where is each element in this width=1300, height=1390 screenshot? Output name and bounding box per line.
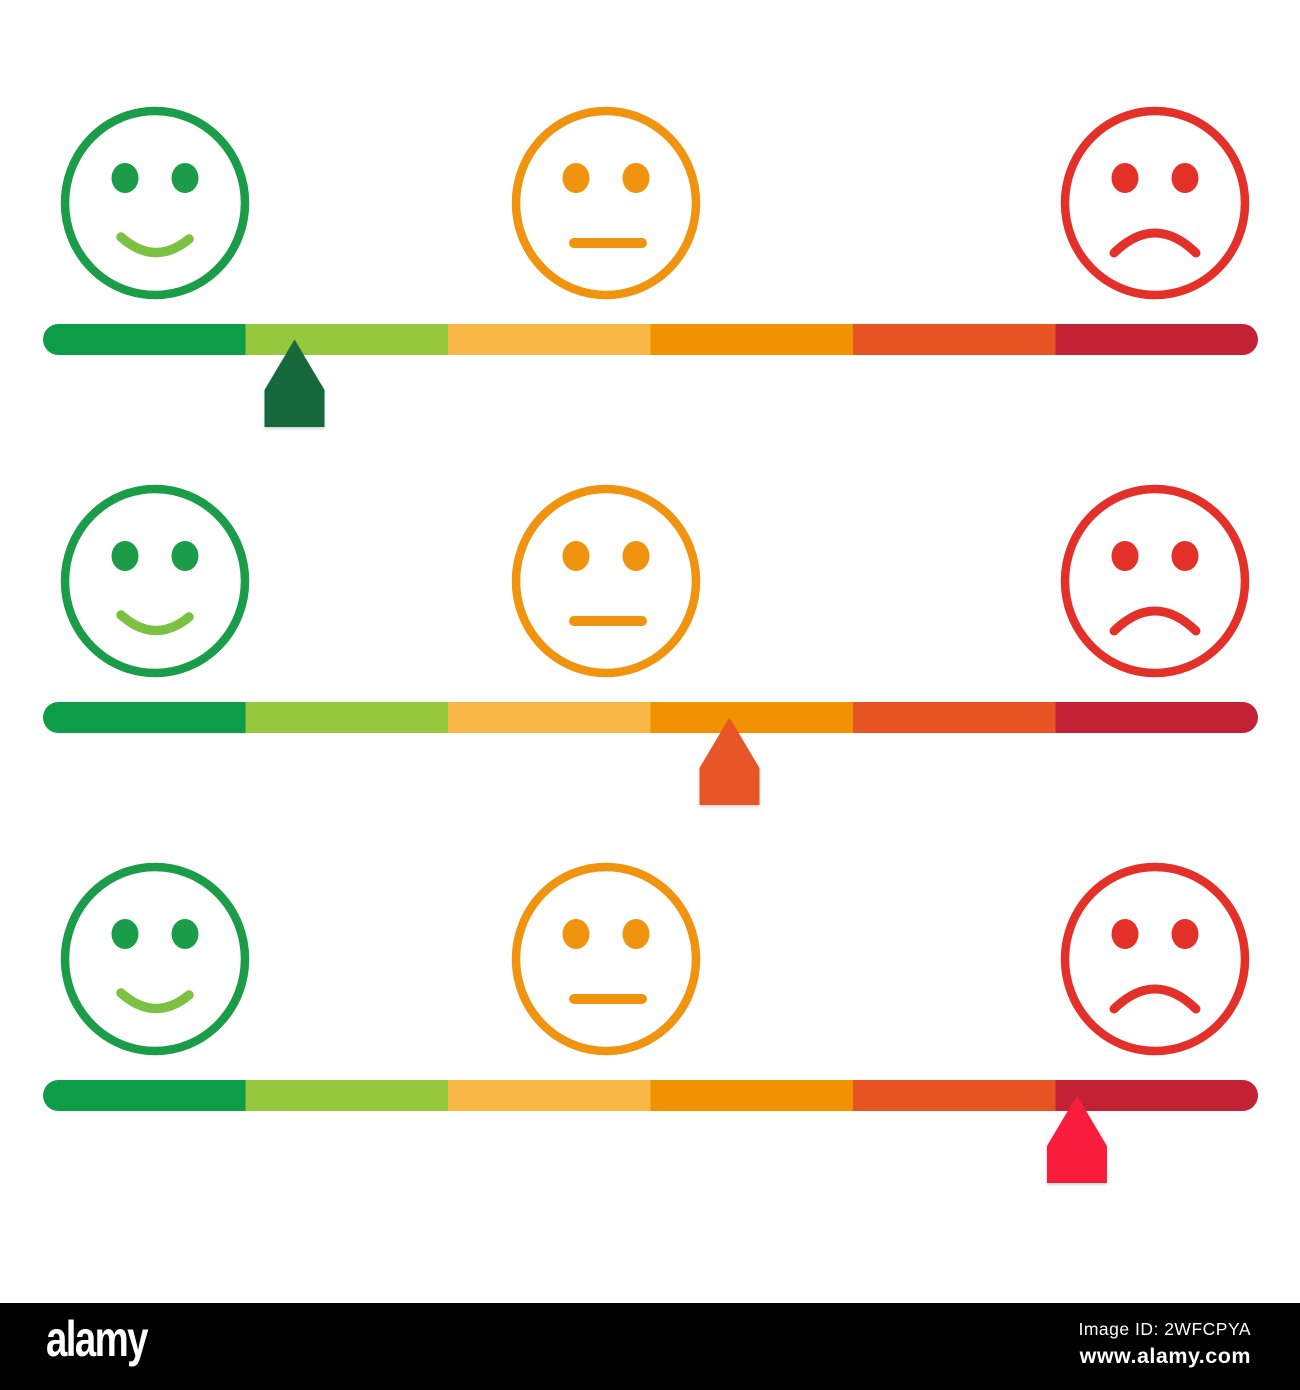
rating-scale-bar <box>43 702 1258 733</box>
bar-segment-dark-red <box>1055 324 1258 355</box>
bar-segment-dark-green <box>43 324 247 355</box>
happy-face-icon <box>60 106 250 300</box>
neutral-face-outline <box>511 106 701 300</box>
right-eye <box>1171 919 1199 949</box>
bar-segment-dark-green <box>43 1080 247 1111</box>
bar-segment-orange <box>650 702 854 733</box>
left-eye <box>1111 541 1139 571</box>
bar-segment-dark-red <box>1055 1080 1258 1111</box>
sad-face-outline <box>1060 106 1250 300</box>
happy-face-outline <box>60 862 250 1056</box>
right-eye <box>171 541 199 571</box>
neutral-face-outline <box>511 862 701 1056</box>
pointer-marker-row-3 <box>1046 1095 1107 1183</box>
bar-segment-light-green <box>245 324 449 355</box>
rating-scale-bar <box>43 1080 1258 1111</box>
neutral-face-outline <box>511 484 701 678</box>
left-eye <box>562 919 590 949</box>
bar-segment-amber <box>448 324 652 355</box>
left-eye <box>1111 919 1139 949</box>
sad-mouth <box>1109 606 1201 636</box>
left-eye <box>111 919 139 949</box>
left-eye <box>111 163 139 193</box>
website-url-text: www.alamy.com <box>1079 1344 1251 1369</box>
bar-segment-orange-red <box>853 324 1057 355</box>
bar-segment-orange <box>650 1080 854 1111</box>
happy-face-icon <box>60 862 250 1056</box>
bar-segment-orange-red <box>853 702 1057 733</box>
left-eye <box>111 541 139 571</box>
right-eye <box>622 919 650 949</box>
sad-face-outline <box>1060 862 1250 1056</box>
right-eye <box>171 919 199 949</box>
sad-mouth <box>1109 228 1201 258</box>
right-eye <box>171 163 199 193</box>
bar-segment-light-green <box>245 1080 449 1111</box>
happy-mouth <box>116 232 194 258</box>
sad-face-outline <box>1060 484 1250 678</box>
left-eye <box>1111 163 1139 193</box>
right-eye <box>1171 541 1199 571</box>
bar-segment-amber <box>448 702 652 733</box>
rating-scale-bar <box>43 324 1258 355</box>
watermark-footer: alamy Image ID: 2WFCPYA www.alamy.com <box>0 1303 1300 1390</box>
left-eye <box>562 163 590 193</box>
bar-segment-orange-red <box>853 1080 1057 1111</box>
right-eye <box>1171 163 1199 193</box>
bar-segment-orange <box>650 324 854 355</box>
bar-segment-amber <box>448 1080 652 1111</box>
happy-face-icon <box>60 484 250 678</box>
neutral-face-icon <box>511 484 701 678</box>
footer-meta: Image ID: 2WFCPYA www.alamy.com <box>1078 1317 1251 1371</box>
pointer-marker-row-2 <box>699 717 760 805</box>
left-eye <box>562 541 590 571</box>
happy-face-outline <box>60 106 250 300</box>
sad-face-icon <box>1060 484 1250 678</box>
rating-row-3 <box>43 862 1258 1183</box>
rating-row-1 <box>43 106 1258 427</box>
pointer-marker-row-1 <box>264 339 325 427</box>
happy-mouth <box>116 610 194 636</box>
rating-row-2 <box>43 484 1258 805</box>
right-eye <box>622 541 650 571</box>
alamy-logo: alamy <box>46 1311 148 1368</box>
neutral-face-icon <box>511 106 701 300</box>
happy-mouth <box>116 988 194 1014</box>
sad-face-icon <box>1060 106 1250 300</box>
happy-face-outline <box>60 484 250 678</box>
rating-scales-illustration <box>43 106 1258 1183</box>
neutral-face-icon <box>511 862 701 1056</box>
bar-segment-dark-green <box>43 702 247 733</box>
bar-segment-dark-red <box>1055 702 1258 733</box>
sad-mouth <box>1109 984 1201 1014</box>
sad-face-icon <box>1060 862 1250 1056</box>
bar-segment-light-green <box>245 702 449 733</box>
image-id-text: Image ID: 2WFCPYA <box>1078 1319 1251 1339</box>
right-eye <box>622 163 650 193</box>
